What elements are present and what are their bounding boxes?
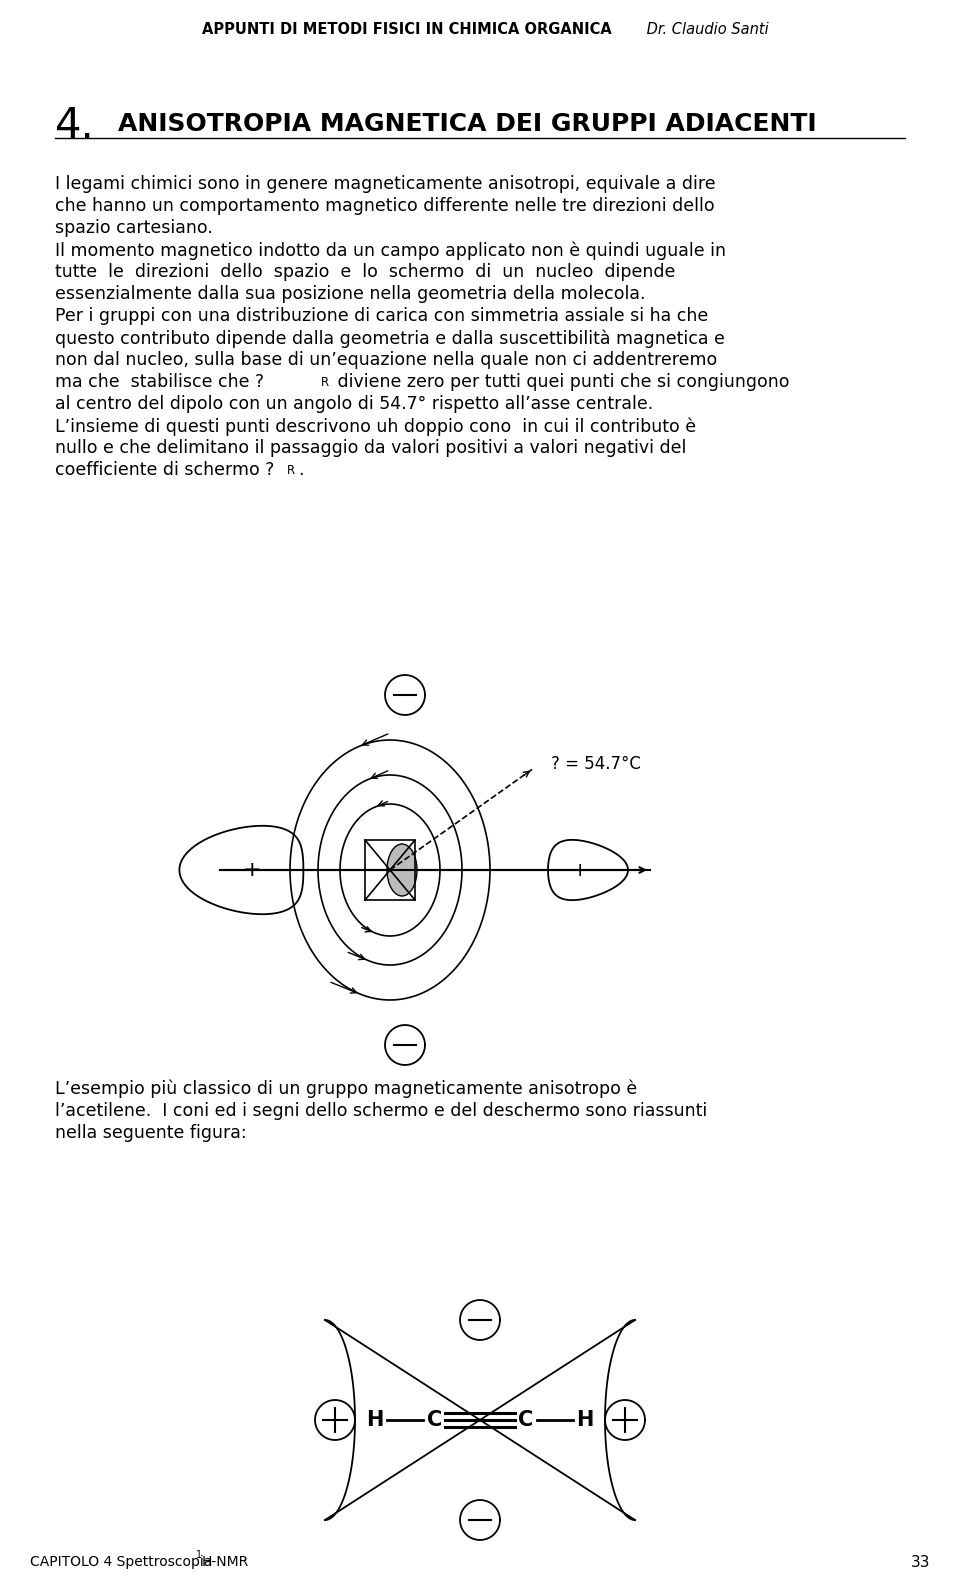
Text: .: . xyxy=(298,460,303,479)
Text: al centro del dipolo con un angolo di 54.7° rispetto all’asse centrale.: al centro del dipolo con un angolo di 54… xyxy=(55,396,653,413)
Text: 33: 33 xyxy=(910,1555,930,1569)
Text: nullo e che delimitano il passaggio da valori positivi a valori negativi del: nullo e che delimitano il passaggio da v… xyxy=(55,438,686,457)
Text: APPUNTI DI METODI FISICI IN CHIMICA ORGANICA: APPUNTI DI METODI FISICI IN CHIMICA ORGA… xyxy=(203,22,612,36)
Text: l’acetilene.  I coni ed i segni dello schermo e del deschermo sono riassunti: l’acetilene. I coni ed i segni dello sch… xyxy=(55,1103,708,1120)
Text: diviene zero per tutti quei punti che si congiungono: diviene zero per tutti quei punti che si… xyxy=(332,373,789,391)
Text: R: R xyxy=(287,464,295,478)
Text: che hanno un comportamento magnetico differente nelle tre direzioni dello: che hanno un comportamento magnetico dif… xyxy=(55,198,714,215)
Text: +: + xyxy=(572,861,588,880)
Text: L’esempio più classico di un gruppo magneticamente anisotropo è: L’esempio più classico di un gruppo magn… xyxy=(55,1081,637,1098)
Text: ? = 54.7°C: ? = 54.7°C xyxy=(551,755,640,774)
Text: 1: 1 xyxy=(196,1550,203,1560)
Text: ANISOTROPIA MAGNETICA DEI GRUPPI ADIACENTI: ANISOTROPIA MAGNETICA DEI GRUPPI ADIACEN… xyxy=(118,112,817,136)
Text: questo contributo dipende dalla geometria e dalla suscettibilità magnetica e: questo contributo dipende dalla geometri… xyxy=(55,329,725,348)
Text: coefficiente di schermo ?: coefficiente di schermo ? xyxy=(55,460,275,479)
Text: Il momento magnetico indotto da un campo applicato non è quindi uguale in: Il momento magnetico indotto da un campo… xyxy=(55,240,726,259)
Text: Dr. Claudio Santi: Dr. Claudio Santi xyxy=(642,22,769,36)
Text: 4.: 4. xyxy=(55,104,95,147)
Text: H-NMR: H-NMR xyxy=(202,1555,250,1569)
Text: L’insieme di questi punti descrivono uh doppio cono  in cui il contributo è: L’insieme di questi punti descrivono uh … xyxy=(55,418,696,435)
Ellipse shape xyxy=(387,845,417,895)
Text: tutte  le  direzioni  dello  spazio  e  lo  schermo  di  un  nucleo  dipende: tutte le direzioni dello spazio e lo sch… xyxy=(55,263,676,282)
Text: essenzialmente dalla sua posizione nella geometria della molecola.: essenzialmente dalla sua posizione nella… xyxy=(55,285,645,304)
Text: R: R xyxy=(321,377,329,389)
Text: +: + xyxy=(243,861,261,880)
Text: CAPITOLO 4 Spettroscopia: CAPITOLO 4 Spettroscopia xyxy=(30,1555,212,1569)
Text: spazio cartesiano.: spazio cartesiano. xyxy=(55,218,213,237)
Text: nella seguente figura:: nella seguente figura: xyxy=(55,1123,247,1142)
Text: C: C xyxy=(427,1410,442,1430)
Text: C: C xyxy=(518,1410,533,1430)
Text: I legami chimici sono in genere magneticamente anisotropi, equivale a dire: I legami chimici sono in genere magnetic… xyxy=(55,176,715,193)
Text: non dal nucleo, sulla base di un’equazione nella quale non ci addentreremo: non dal nucleo, sulla base di un’equazio… xyxy=(55,351,717,369)
Text: H: H xyxy=(576,1410,593,1430)
Text: H: H xyxy=(367,1410,384,1430)
Text: Per i gruppi con una distribuzione di carica con simmetria assiale si ha che: Per i gruppi con una distribuzione di ca… xyxy=(55,307,708,324)
Text: ma che  stabilisce che ?: ma che stabilisce che ? xyxy=(55,373,264,391)
